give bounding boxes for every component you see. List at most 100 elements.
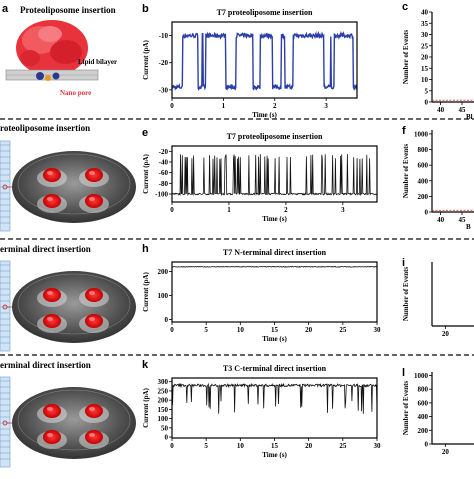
membrane-strip	[0, 260, 11, 352]
y-axis-label: Number of Events	[402, 267, 410, 322]
x-axis-label: Time (s)	[262, 451, 287, 459]
x-axis-label: Time (s)	[262, 215, 287, 223]
protein-blob	[43, 430, 61, 444]
panel-letter: a	[2, 3, 9, 15]
x-axis-label: Time (s)	[252, 111, 277, 119]
dish-shape	[12, 151, 136, 223]
y-tick-label: 100	[158, 292, 169, 300]
protein-highlight	[89, 317, 95, 321]
x-tick-label: 10	[237, 442, 245, 450]
panel-j-illustration: erminal direct insertion	[0, 360, 136, 468]
y-tick-label: 0	[165, 316, 169, 324]
x-tick-label: 0	[170, 442, 174, 450]
dish-rim	[17, 273, 131, 335]
x-axis-label: Bl	[466, 113, 473, 121]
chart-title: T7 N-terminal direct insertion	[223, 248, 327, 257]
protein-blob	[85, 314, 103, 328]
panel-letter: h	[142, 243, 149, 255]
y-tick-label: 200	[158, 397, 169, 405]
y-tick-label: 40	[421, 9, 429, 17]
panel-letter: f	[402, 125, 406, 137]
y-tick-label: 20	[421, 54, 429, 62]
x-tick-label: 1	[222, 102, 226, 110]
panel-letter: b	[142, 3, 149, 15]
y-tick-label: 35	[421, 20, 429, 28]
panel-e-trace: e T7 proteoliposome insertion -20 -40 -60 -80…	[142, 127, 378, 223]
protein-highlight	[47, 433, 53, 437]
x-tick-label: 1	[227, 206, 231, 214]
x-axis-label: B	[466, 223, 471, 231]
y-axis-label: Number of Events	[402, 144, 410, 199]
x-tick-label: 0	[170, 206, 174, 214]
y-tick-label: 400	[418, 177, 429, 185]
plot-frame	[171, 145, 378, 203]
y-axis-label: Number of Events	[402, 30, 410, 85]
x-tick-label: 5	[204, 442, 208, 450]
dish-shape	[12, 387, 136, 459]
panel-a-illustration: a Proteoliposome insertion Lipid bilayer…	[2, 3, 117, 97]
protein-blob	[85, 168, 103, 182]
protein-blob	[85, 288, 103, 302]
protein-blob	[43, 288, 61, 302]
protein-highlight	[47, 317, 53, 321]
y-tick-label: 600	[418, 399, 429, 407]
y-tick-label: 200	[418, 193, 429, 201]
y-tick-label: 200	[158, 268, 169, 276]
dish-rim	[17, 389, 131, 451]
y-tick-label: 600	[418, 162, 429, 170]
x-tick-label: 25	[339, 442, 347, 450]
protein-blob	[43, 404, 61, 418]
x-tick-label: 40	[437, 106, 445, 114]
y-tick-label: 800	[418, 146, 429, 154]
panel-letter: i	[402, 257, 405, 269]
panel-letter: c	[402, 1, 408, 13]
y-tick-label: 0	[425, 441, 429, 449]
panel-g-illustration: erminal direct insertion	[0, 244, 136, 352]
panel-c-histogram: c0510152025303540404550BlNumber of Event…	[402, 1, 474, 121]
x-tick-label: 40	[437, 216, 445, 224]
protein-highlight	[89, 197, 95, 201]
x-tick-label: 10	[237, 326, 245, 334]
current-trace	[171, 265, 377, 268]
y-tick-label: 100	[158, 415, 169, 423]
x-tick-label: 30	[374, 442, 382, 450]
y-tick-label: 300	[158, 378, 169, 386]
protein-highlight	[89, 433, 95, 437]
x-tick-label: 45	[459, 216, 467, 224]
panel-f-histogram: f02004006008001000404550BNumber of Event…	[402, 125, 474, 231]
y-tick-label: 0	[165, 434, 169, 442]
panel-letter: k	[142, 359, 149, 371]
panel-b-trace: b T7 proteoliposome insertion -10 -20 -300 1 2…	[142, 3, 358, 119]
x-tick-label: 25	[339, 326, 347, 334]
protein-highlight	[89, 291, 95, 295]
protein-blob	[43, 314, 61, 328]
x-tick-label: 15	[271, 442, 279, 450]
protein-blob	[85, 404, 103, 418]
x-tick-label: 0	[170, 326, 174, 334]
y-tick-label: -20	[159, 59, 169, 67]
y-tick-label: 5	[425, 87, 429, 95]
panel-l-histogram: l020040060080010002025Number of Events	[402, 367, 474, 456]
illustration-title: Proteoliposome insertion	[20, 5, 116, 15]
y-tick-label: 1000	[414, 130, 429, 138]
chart-title: T7 proteoliposome insertion	[227, 132, 323, 141]
proteoliposome-shape	[16, 20, 88, 76]
x-tick-label: 20	[442, 448, 450, 456]
y-tick-label: 800	[418, 386, 429, 394]
y-tick-label: 10	[421, 76, 429, 84]
protein-highlight	[47, 197, 53, 201]
y-tick-label: 30	[421, 31, 429, 39]
panel-h-trace: h T7 N-terminal direct insertion 0 100 200 0 5…	[142, 243, 381, 343]
panel-letter: e	[142, 127, 148, 139]
y-axis-label: Current (pA)	[142, 271, 150, 311]
dish-rim	[17, 153, 131, 215]
y-axis-label: Current (pA)	[142, 387, 150, 427]
nano-pore-label: Nano pore	[60, 89, 91, 97]
chart-title: T3 C-terminal direct insertion	[223, 364, 327, 373]
membrane-strip	[0, 376, 11, 468]
y-tick-label: 25	[421, 42, 429, 50]
panel-d-illustration: roteoliposome insertion	[0, 123, 136, 232]
y-tick-label: 50	[161, 424, 169, 432]
x-tick-label: 0	[170, 102, 174, 110]
